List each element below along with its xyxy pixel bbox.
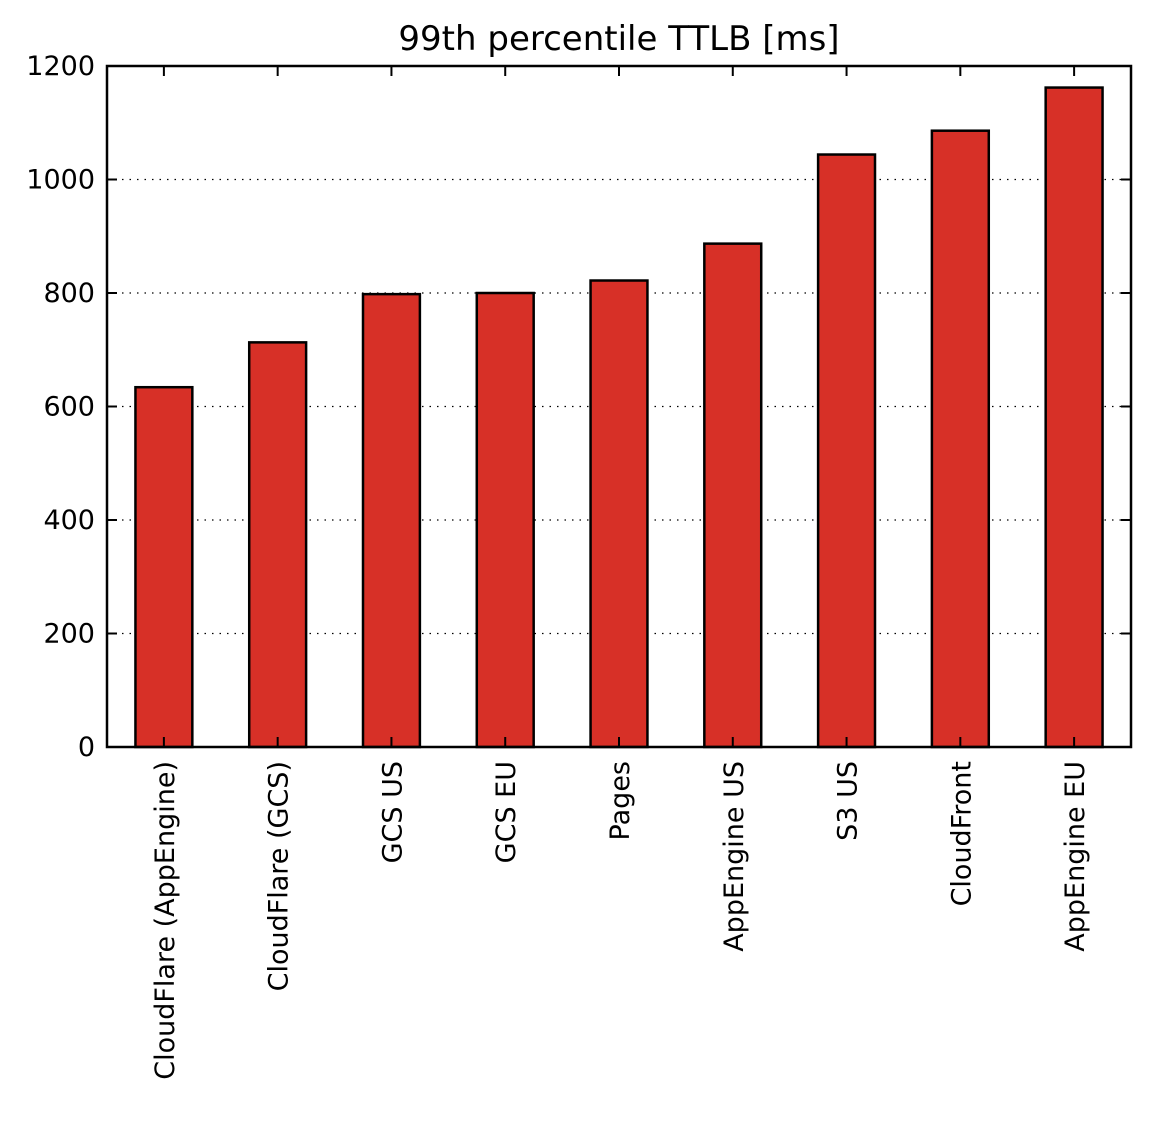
bar bbox=[816, 153, 877, 749]
y-tick-label: 600 bbox=[43, 392, 95, 423]
bar bbox=[703, 242, 763, 749]
y-tick-label: 400 bbox=[43, 505, 95, 536]
y-tick-label: 800 bbox=[43, 278, 95, 309]
y-tick-label: 1200 bbox=[26, 51, 95, 82]
y-tick-label: 1000 bbox=[26, 165, 95, 196]
y-tick-label: 200 bbox=[43, 619, 95, 650]
bars bbox=[134, 86, 1104, 749]
bar bbox=[1044, 86, 1104, 749]
plot-area-frame bbox=[105, 64, 1133, 749]
y-tick-label: 0 bbox=[78, 732, 95, 763]
chart-title: 99th percentile TTLB [ms] bbox=[398, 19, 839, 59]
bar bbox=[475, 291, 535, 749]
x-tick-label: AppEngine US bbox=[719, 761, 750, 952]
bar bbox=[589, 279, 649, 749]
x-tick-label: CloudFront bbox=[946, 761, 977, 906]
x-tick-label: AppEngine EU bbox=[1060, 761, 1091, 952]
bar bbox=[361, 292, 422, 749]
x-tick-label: CloudFlare (AppEngine) bbox=[150, 761, 181, 1080]
bar bbox=[247, 341, 308, 749]
bar bbox=[134, 385, 194, 749]
x-tick-label: GCS US bbox=[377, 761, 408, 863]
x-tick-label: S3 US bbox=[833, 761, 864, 841]
x-tick-label: GCS EU bbox=[491, 761, 522, 863]
x-tick-label: CloudFlare (GCS) bbox=[264, 761, 295, 991]
bar bbox=[930, 129, 991, 749]
x-tick-labels: CloudFlare (AppEngine) CloudFlare (GCS) GC… bbox=[150, 761, 1091, 1080]
x-tick-label: Pages bbox=[605, 761, 636, 840]
y-tick-labels: 0 200 400 600 800 1000 1200 bbox=[26, 51, 95, 763]
